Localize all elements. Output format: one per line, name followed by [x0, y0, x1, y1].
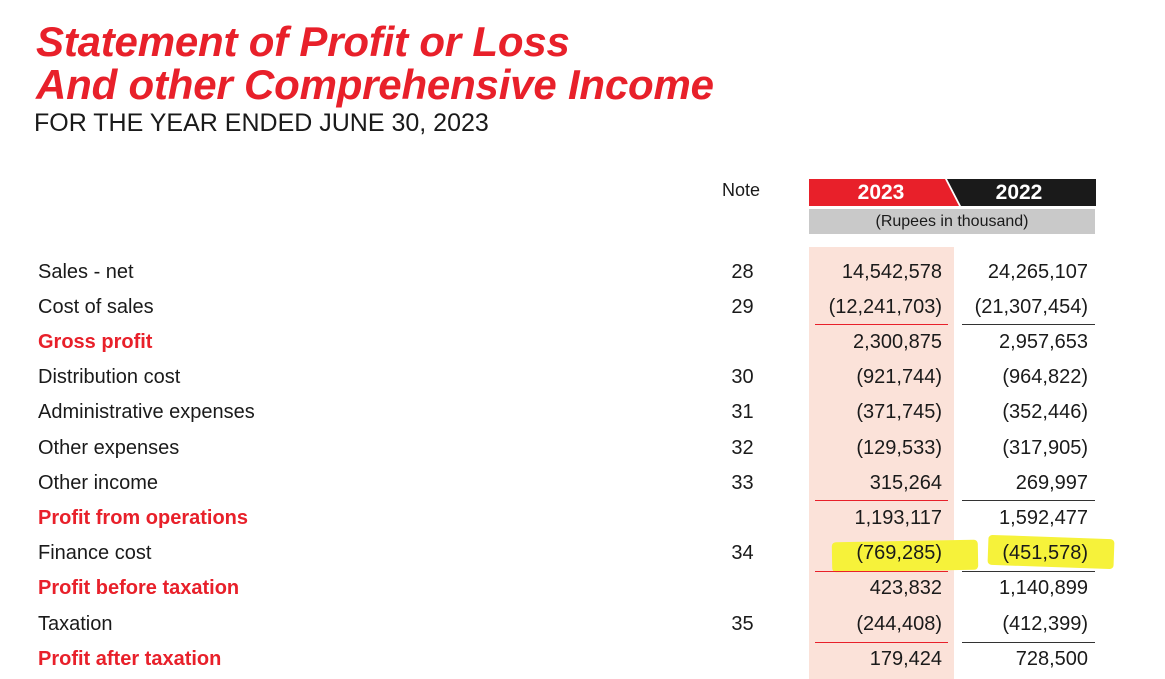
table-row: Other expenses 32 (129,533) (317,905) [0, 431, 1165, 465]
table-row: Other income 33 315,264 269,997 [0, 466, 1165, 500]
value-2023: (129,533) [856, 437, 942, 459]
value-2022: (451,578) [1002, 542, 1088, 564]
table-row: Sales - net 28 14,542,578 24,265,107 [0, 255, 1165, 289]
row-label: Profit from operations [38, 507, 249, 529]
row-label: Distribution cost [38, 366, 181, 388]
value-2022: (317,905) [1002, 437, 1088, 459]
subtotal-rule-2023 [815, 500, 948, 501]
year-2023-label: 2023 [857, 181, 905, 204]
row-label: Other expenses [38, 437, 180, 459]
subtotal-rule-2023 [815, 571, 948, 572]
table-row: Profit before taxation 423,832 1,140,899 [0, 571, 1165, 605]
value-2023: (12,241,703) [828, 296, 942, 318]
subtotal-rule-2022 [962, 324, 1095, 325]
row-label: Gross profit [38, 331, 153, 353]
row-note: 32 [731, 437, 754, 459]
subtotal-rule-2022 [962, 642, 1095, 643]
row-label: Sales - net [38, 261, 134, 283]
table-row: Profit from operations 1,193,117 1,592,4… [0, 501, 1165, 535]
note-column-header: Note [722, 180, 761, 200]
year-header-banner [809, 179, 1096, 206]
table-row: Administrative expenses 31 (371,745) (35… [0, 395, 1165, 429]
value-2022: (352,446) [1002, 401, 1088, 423]
subtotal-rule-2022 [962, 500, 1095, 501]
value-2023: (921,744) [856, 366, 942, 388]
row-label: Cost of sales [38, 296, 154, 318]
subtotal-rule-2023 [815, 642, 948, 643]
row-label: Taxation [38, 613, 113, 635]
row-label: Other income [38, 472, 159, 494]
table-row: Profit after taxation 179,424 728,500 [0, 642, 1165, 676]
value-2023: (371,745) [856, 401, 942, 423]
subtotal-rule-2022 [962, 571, 1095, 572]
value-2022: 269,997 [1015, 472, 1088, 494]
value-2022: (21,307,454) [974, 296, 1088, 318]
value-2023: 315,264 [869, 472, 942, 494]
value-2023: (769,285) [856, 542, 942, 564]
value-2023: 423,832 [869, 577, 942, 599]
row-label: Profit after taxation [38, 648, 222, 670]
row-note: 35 [731, 613, 754, 635]
row-label: Profit before taxation [38, 577, 240, 599]
row-note: 30 [731, 366, 754, 388]
year-2023-tab [809, 179, 959, 206]
subtotal-rule-2023 [815, 324, 948, 325]
value-2023: (244,408) [856, 613, 942, 635]
row-note: 31 [731, 401, 754, 423]
table-row: Gross profit 2,300,875 2,957,653 [0, 325, 1165, 359]
row-note: 34 [731, 542, 754, 564]
value-2023: 2,300,875 [853, 331, 942, 353]
value-2023: 14,542,578 [841, 261, 942, 283]
row-note: 29 [731, 296, 754, 318]
row-label: Administrative expenses [38, 401, 255, 423]
current-year-column-shading [809, 247, 954, 679]
value-2022: 1,592,477 [999, 507, 1088, 529]
value-2022: (412,399) [1002, 613, 1088, 635]
value-2022: (964,822) [1002, 366, 1088, 388]
row-note: 28 [731, 261, 754, 283]
value-2023: 179,424 [869, 648, 942, 670]
year-2022-label: 2022 [995, 181, 1043, 204]
table-row: Finance cost 34 (769,285) (451,578) [0, 536, 1165, 570]
table-row: Distribution cost 30 (921,744) (964,822) [0, 360, 1165, 394]
unit-label: (Rupees in thousand) [809, 209, 1095, 234]
row-label: Finance cost [38, 542, 152, 564]
table-row: Taxation 35 (244,408) (412,399) [0, 607, 1165, 641]
table-row: Cost of sales 29 (12,241,703) (21,307,45… [0, 290, 1165, 324]
value-2022: 1,140,899 [999, 577, 1088, 599]
row-note: 33 [731, 472, 754, 494]
statement-title-line1: Statement of Profit or Loss [36, 18, 570, 65]
value-2022: 2,957,653 [999, 331, 1088, 353]
value-2022: 24,265,107 [987, 261, 1088, 283]
year-2022-tab [947, 179, 1096, 206]
value-2023: 1,193,117 [854, 507, 943, 529]
value-2022: 728,500 [1015, 648, 1088, 670]
period-subtitle: FOR THE YEAR ENDED JUNE 30, 2023 [34, 109, 489, 137]
statement-title-line2: And other Comprehensive Income [36, 61, 714, 108]
